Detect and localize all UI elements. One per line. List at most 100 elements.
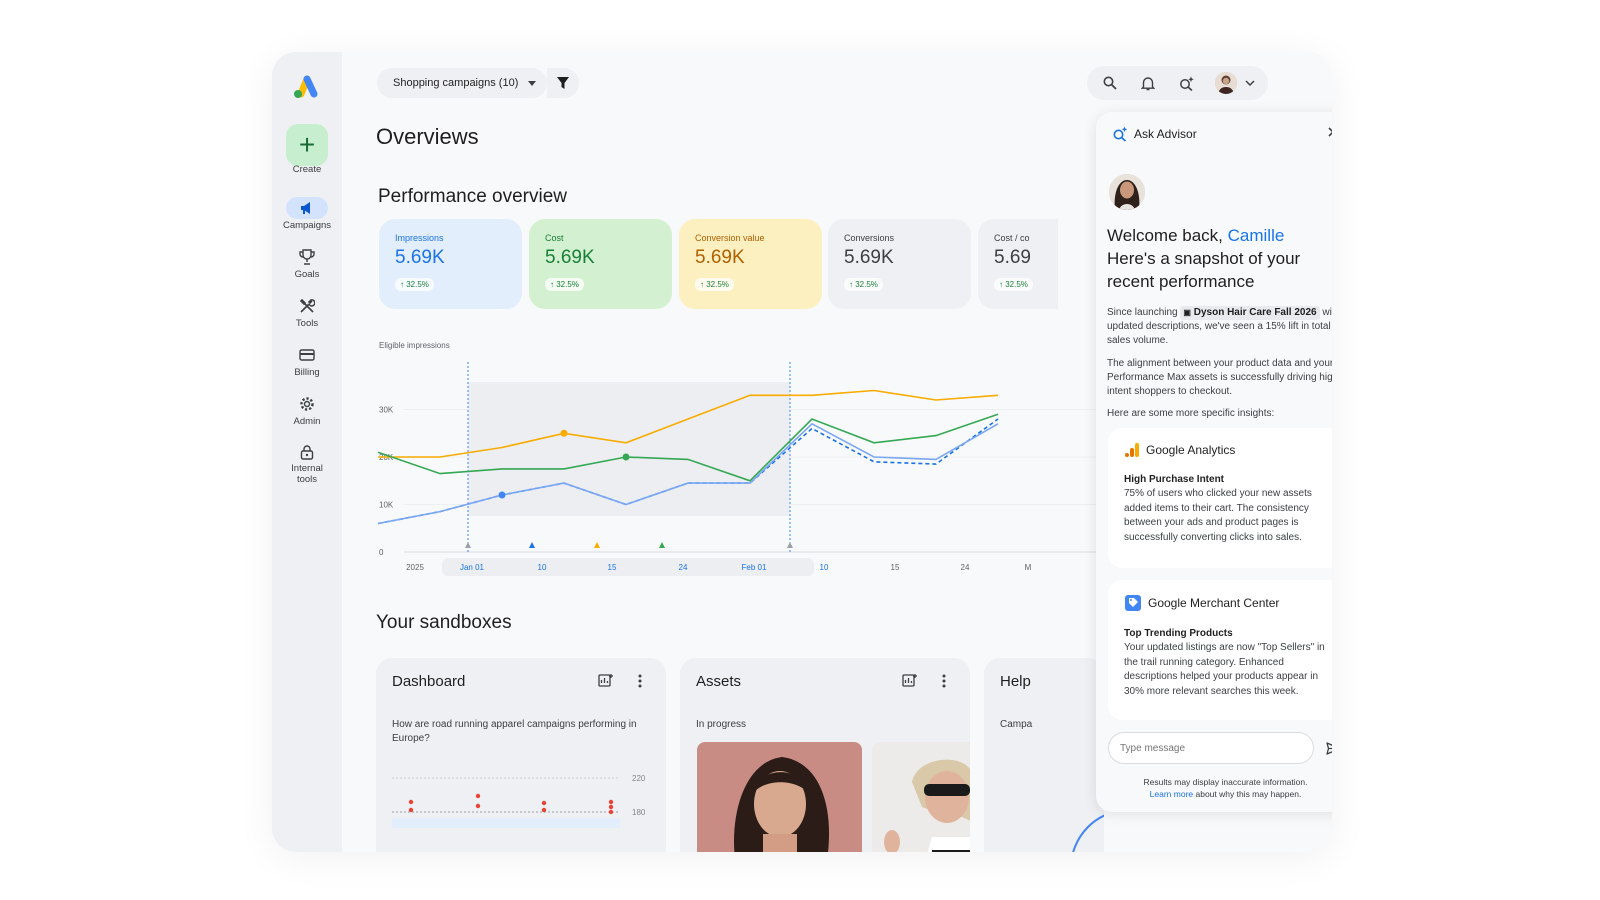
lock-icon (295, 442, 319, 462)
advisor-paragraph-1: Since launching ▣ Dyson Hair Care Fall 2… (1107, 306, 1332, 348)
sandbox-dashboard-title: Dashboard (392, 673, 466, 690)
event-marker-triangle (465, 542, 471, 548)
welcome-line-2: Here's a snapshot of your (1107, 249, 1301, 268)
y-tick-label: 30K (379, 406, 394, 415)
search-icon[interactable] (1101, 74, 1119, 92)
x-tick-label: Feb 01 (742, 563, 767, 572)
more-vert-icon[interactable] (935, 672, 953, 690)
more-vert-icon[interactable] (631, 672, 649, 690)
x-range-pill (442, 558, 814, 576)
question-line-2: Europe? (392, 733, 430, 744)
metric-label: Cost / co (994, 233, 1030, 243)
chevron-down-icon[interactable] (1241, 74, 1259, 92)
insight-body-merchant: Your updated listings are now "Top Selle… (1124, 642, 1325, 697)
advisor-sparkle-icon (1113, 126, 1128, 142)
mini-y-label-220: 220 (632, 774, 646, 783)
asset-image-sunglasses[interactable] (872, 742, 970, 852)
metric-label: Cost (545, 233, 564, 243)
sidebar-item-billing[interactable]: Billing (294, 367, 320, 378)
metric-value: 5.69 (994, 247, 1031, 268)
help-ring-decoration (1072, 814, 1104, 852)
metric-delta: ↑ 32.5% (994, 278, 1033, 291)
insight-subtitle-analytics: High Purchase Intent (1124, 474, 1225, 485)
message-input[interactable] (1108, 732, 1314, 764)
bell-icon[interactable] (1139, 74, 1157, 92)
insight-source-analytics: Google Analytics (1146, 443, 1236, 457)
sidebar: + Create Campaigns Goals Tools Billing A… (272, 52, 342, 852)
learn-more-link[interactable]: Learn more (1149, 789, 1194, 799)
caret-down-icon (528, 80, 537, 86)
campaign-filter-dropdown[interactable]: Shopping campaigns (10) (377, 68, 547, 98)
insight-subtitle-merchant: Top Trending Products (1124, 628, 1233, 639)
internal-tools-label: Internal tools (291, 463, 323, 485)
metric-card-3[interactable]: Conversions 5.69K ↑ 32.5% (828, 219, 971, 309)
x-tick-label: 10 (820, 563, 829, 572)
sidebar-item-goals[interactable]: Goals (294, 269, 320, 280)
series-line (378, 389, 999, 458)
series-point (560, 429, 568, 437)
sidebar-item-campaigns[interactable]: Campaigns (282, 220, 332, 231)
impressions-chart: Eligible impressions 0 10K 20K 30K 2025 Jan 01… (342, 332, 1142, 577)
para1-after: with updated descriptions, we've seen a … (1107, 307, 1332, 346)
welcome-prefix: Welcome back, (1107, 226, 1228, 245)
insight-card-merchant-center[interactable]: Google Merchant Center Top Trending Prod… (1108, 580, 1332, 720)
insight-source-merchant: Google Merchant Center (1148, 596, 1280, 610)
close-icon[interactable] (1325, 124, 1332, 140)
insight-body-analytics: 75% of users who clicked your new assets… (1124, 488, 1312, 543)
mini-dot-chart: 220 180 (392, 774, 646, 828)
metric-card-2[interactable]: Conversion value 5.69K ↑ 32.5% (679, 219, 822, 309)
advisor-paragraph-2: The alignment between your product data … (1107, 358, 1332, 397)
mini-y-label-180: 180 (632, 808, 646, 817)
metric-card-4[interactable]: Cost / co 5.69 ↑ 32.5% (978, 219, 1058, 309)
send-icon[interactable] (1324, 740, 1332, 756)
trophy-icon (295, 247, 319, 267)
advisor-disclaimer: Results may display inaccurate informati… (1096, 776, 1332, 800)
tools-icon (295, 296, 319, 316)
sandbox-assets-status: In progress (696, 719, 747, 730)
analytics-icon (1125, 443, 1139, 457)
plus-icon: + (298, 129, 316, 160)
event-marker-triangle (529, 542, 535, 548)
merchant-center-icon (1125, 595, 1141, 611)
sandbox-card-help[interactable]: Help Campa (984, 658, 1104, 852)
credit-card-icon (295, 345, 319, 365)
insight-card-analytics[interactable]: Google Analytics High Purchase Intent 75… (1108, 428, 1332, 568)
welcome-line-3: recent performance (1107, 272, 1255, 291)
metric-value: 5.69K (695, 247, 745, 268)
metric-card-0[interactable]: Impressions 5.69K ↑ 32.5% (379, 219, 522, 309)
page-title: Overviews (376, 124, 479, 149)
gear-icon (295, 394, 319, 414)
advisor-welcome: Welcome back, Camille Here's a snapshot … (1107, 224, 1332, 293)
metric-value: 5.69K (844, 247, 894, 268)
app-window: + Create Campaigns Goals Tools Billing A… (272, 52, 1332, 852)
filter-button[interactable] (547, 68, 579, 98)
x-tick-label: Jan 01 (460, 563, 485, 572)
user-avatar[interactable] (1215, 72, 1237, 94)
google-ads-logo[interactable] (292, 74, 322, 100)
add-to-report-icon[interactable] (900, 672, 918, 690)
x-tick-label: 2025 (406, 563, 424, 572)
add-to-report-icon[interactable] (596, 672, 614, 690)
sidebar-item-tools[interactable]: Tools (295, 318, 319, 329)
chart-y-title: Eligible impressions (379, 341, 450, 350)
x-tick-label: 15 (891, 563, 900, 572)
metric-card-1[interactable]: Cost 5.69K ↑ 32.5% (529, 219, 672, 309)
x-tick-label: 10 (538, 563, 547, 572)
advisor-paragraph-3: Here are some more specific insights: (1107, 408, 1275, 419)
sidebar-item-admin[interactable]: Admin (293, 416, 321, 427)
asset-image-portrait[interactable] (697, 742, 862, 852)
sidebar-item-internal-tools[interactable]: Internal tools (272, 463, 342, 485)
metric-delta: ↑ 32.5% (844, 278, 883, 291)
metric-value: 5.69K (545, 247, 595, 268)
ask-advisor-panel: Ask Advisor Welcome back, Camille Here's… (1096, 112, 1332, 812)
main-content: Shopping campaigns (10) Overviews Pe (342, 52, 1332, 852)
question-line-1: How are road running apparel campaigns p… (392, 719, 637, 730)
filter-label: Shopping campaigns (10) (393, 77, 519, 89)
create-button[interactable]: + (286, 124, 328, 166)
advisor-sparkle-icon[interactable] (1177, 74, 1195, 92)
sandbox-assets-title: Assets (696, 673, 742, 690)
series-point (498, 491, 506, 499)
sandbox-card-dashboard[interactable]: Dashboard How are road running apparel c… (376, 658, 666, 852)
campaign-chip[interactable]: ▣ Dyson Hair Care Fall 2026 (1180, 306, 1320, 320)
sandbox-card-assets[interactable]: Assets In progress (680, 658, 970, 852)
